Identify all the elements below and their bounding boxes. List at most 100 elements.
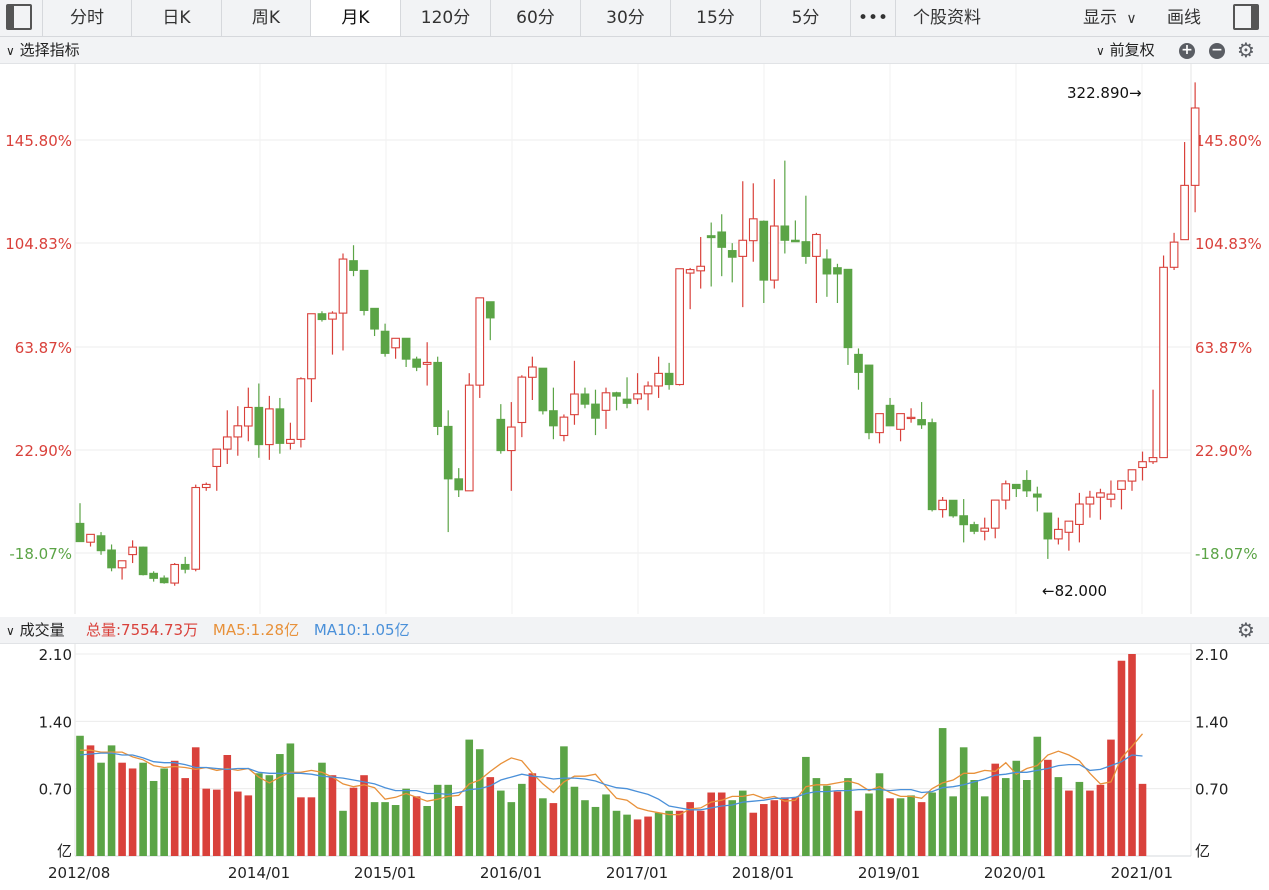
candle — [265, 395, 274, 460]
candle — [927, 418, 937, 512]
volume-bar — [328, 775, 337, 856]
candle — [685, 267, 695, 310]
y-tick-label-left: 104.83% — [5, 235, 72, 253]
candle-body — [464, 384, 474, 492]
candle — [717, 214, 727, 277]
tab-1[interactable]: 日K — [131, 0, 221, 36]
tab-9[interactable]: ••• — [850, 0, 895, 36]
zoom-out-icon[interactable]: − — [1209, 43, 1225, 59]
gear-icon[interactable]: ⚙ — [1237, 38, 1255, 62]
volume-chart[interactable]: 2.10 2.10 1.40 1.40 0.70 0.70 亿 亿 2012/08 2014/01… — [0, 644, 1269, 890]
candlestick-chart[interactable]: 145.80% 145.80% 104.83% 104.83% 63.87% 63.87%… — [0, 64, 1269, 614]
tab-7[interactable]: 15分 — [670, 0, 760, 36]
tab-5[interactable]: 60分 — [490, 0, 580, 36]
left-panel-toggle-icon[interactable] — [6, 4, 32, 30]
candle-body — [822, 258, 832, 275]
candle-body — [1022, 479, 1032, 492]
candle-body — [422, 361, 432, 365]
y-tick-label-right: 104.83% — [1195, 235, 1262, 253]
y-tick-label-left: 145.80% — [5, 132, 72, 150]
tab-8[interactable]: 5分 — [760, 0, 850, 36]
y-tick-label-right: 145.80% — [1195, 132, 1262, 150]
volume-bar — [507, 802, 516, 856]
candle-body — [475, 297, 485, 386]
gear-icon[interactable]: ⚙ — [1237, 618, 1255, 642]
volume-bar — [276, 754, 284, 856]
volume-bar — [833, 791, 842, 856]
tab-10[interactable]: 个股资料 — [895, 0, 998, 36]
candle — [1148, 389, 1158, 464]
volume-bar: ∨ 成交量 总量:7554.73万 MA5:1.28亿 MA10:1.05亿 ⚙ — [0, 617, 1269, 644]
volume-bar — [717, 792, 726, 856]
candle-body — [791, 239, 800, 243]
tab-4[interactable]: 120分 — [400, 0, 490, 36]
ma5-label: MA5:1.28亿 — [212, 621, 300, 639]
volume-bar — [749, 812, 758, 856]
volume-bar — [980, 796, 989, 856]
candle — [464, 373, 474, 492]
volume-bar — [191, 747, 200, 856]
candle-body — [128, 546, 137, 556]
volume-bar — [738, 790, 747, 856]
candle-body — [1148, 457, 1158, 463]
candle — [917, 402, 926, 429]
volume-bar — [728, 800, 737, 856]
adjust-dropdown[interactable]: ∨ 前复权 — [1096, 37, 1155, 64]
candle-body — [1159, 266, 1168, 459]
candle-body — [1011, 483, 1021, 490]
candle-body — [96, 535, 106, 552]
volume-bar — [307, 797, 316, 856]
tab-6[interactable]: 30分 — [580, 0, 670, 36]
candle-body — [685, 269, 695, 274]
volume-bar — [349, 787, 358, 856]
tab-3[interactable]: 月K — [310, 0, 400, 36]
candle-body — [1138, 461, 1147, 469]
candle-body — [633, 393, 642, 400]
candle — [359, 269, 369, 316]
candle-body — [812, 233, 821, 257]
display-menu[interactable]: 显示 ∨ — [1083, 0, 1137, 36]
select-indicator-dropdown[interactable]: ∨ 选择指标 — [6, 37, 80, 64]
candle-body — [906, 416, 916, 420]
chevron-down-icon: ∨ — [1126, 11, 1137, 27]
volume-bar — [781, 797, 789, 856]
volume-bar — [391, 805, 400, 856]
zoom-in-icon[interactable]: + — [1179, 43, 1195, 59]
volume-bar — [917, 802, 926, 856]
candle — [117, 560, 127, 580]
volume-indicator-dropdown[interactable]: ∨ 成交量 — [6, 617, 65, 644]
candle — [1138, 451, 1147, 481]
tab-0[interactable]: 分时 — [42, 0, 131, 36]
draw-button[interactable]: 画线 — [1167, 8, 1201, 28]
candle — [875, 413, 884, 444]
volume-bar — [212, 789, 221, 856]
candle-body — [1064, 520, 1074, 533]
volume-bar — [118, 762, 126, 856]
candle — [485, 301, 495, 341]
candle-body — [380, 330, 390, 354]
candle-body — [265, 408, 274, 446]
candle-body — [159, 577, 169, 584]
candle — [1001, 480, 1011, 510]
candle-body — [243, 406, 253, 427]
right-panel-toggle-icon[interactable] — [1233, 4, 1259, 30]
candle — [1096, 488, 1105, 520]
volume-stats: 总量:7554.73万 MA5:1.28亿 MA10:1.05亿 — [76, 617, 410, 643]
candle-body — [328, 312, 337, 320]
volume-bar — [433, 784, 442, 856]
candle-body — [675, 268, 684, 386]
candle-body — [1096, 492, 1105, 498]
candle-body — [885, 404, 895, 427]
volume-bar — [633, 819, 642, 856]
candle — [107, 544, 116, 572]
candle — [75, 503, 85, 543]
tab-2[interactable]: 周K — [221, 0, 310, 36]
candle — [96, 532, 106, 555]
volume-bar — [770, 800, 779, 856]
candle-body — [370, 307, 379, 330]
candle-body — [727, 250, 737, 258]
candle-body — [191, 486, 201, 570]
candle — [138, 546, 148, 576]
candle — [959, 499, 969, 543]
volume-bar — [970, 780, 978, 856]
